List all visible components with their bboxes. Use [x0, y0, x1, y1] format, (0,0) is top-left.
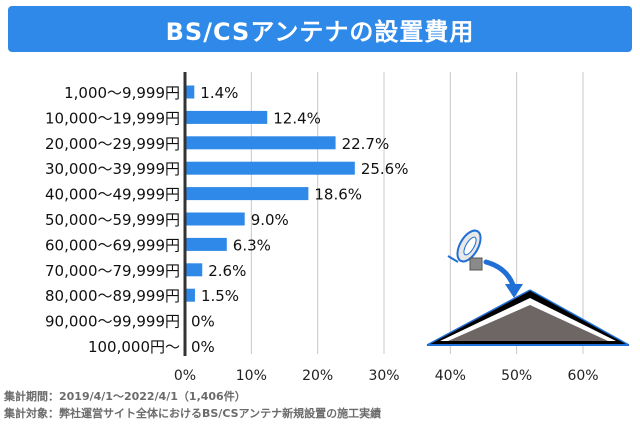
value-label: 25.6%	[361, 160, 409, 178]
value-label: 6.3%	[233, 236, 271, 254]
bar	[185, 187, 309, 201]
category-label: 50,000〜59,999円	[45, 211, 180, 229]
category-label: 60,000〜69,999円	[45, 236, 180, 254]
value-label: 1.4%	[200, 84, 238, 102]
satellite-dish-on-roof-icon	[426, 229, 630, 346]
value-label: 0%	[191, 313, 215, 331]
category-label: 80,000〜89,999円	[45, 287, 180, 305]
value-label: 18.6%	[314, 186, 362, 204]
page-title: BS/CSアンテナの設置費用	[165, 17, 475, 46]
bar	[185, 85, 195, 99]
bar	[185, 212, 245, 226]
value-label: 9.0%	[251, 211, 289, 229]
value-label: 2.6%	[208, 262, 246, 280]
footer-scope: 集計対象：弊社運営サイト全体におけるBS/CSアンテナ新規設置の施工実績	[4, 407, 382, 420]
category-label: 100,000円〜	[88, 338, 180, 356]
x-tick-label: 50%	[501, 368, 532, 384]
x-tick-label: 40%	[435, 368, 466, 384]
bars	[185, 85, 355, 302]
bar	[185, 237, 227, 251]
category-label: 10,000〜19,999円	[45, 109, 180, 127]
category-label: 90,000〜99,999円	[45, 313, 180, 331]
footer-period: 集計期間：2019/4/1〜2022/4/1（1,406件）	[4, 390, 246, 403]
bar	[185, 263, 203, 277]
bar	[185, 288, 195, 302]
x-tick-label: 30%	[368, 368, 399, 384]
bar	[185, 136, 336, 150]
category-label: 40,000〜49,999円	[45, 186, 180, 204]
value-label: 22.7%	[342, 135, 390, 153]
value-labels: 1.4% 12.4% 22.7% 25.6% 18.6% 9.0% 6.3% 2.6% 1.5%…	[191, 84, 408, 356]
category-label: 20,000〜29,999円	[45, 135, 180, 153]
category-label: 1,000〜9,999円	[64, 84, 180, 102]
x-tick-label: 20%	[302, 368, 333, 384]
x-tick-label: 0%	[174, 368, 196, 384]
category-label: 70,000〜79,999円	[45, 262, 180, 280]
footer-notes: 集計期間：2019/4/1〜2022/4/1（1,406件） 集計対象：弊社運営…	[4, 388, 381, 422]
value-label: 1.5%	[201, 287, 239, 305]
x-tick-labels: 0% 10% 20% 30% 40% 50% 60%	[174, 368, 599, 384]
x-tick-label: 10%	[236, 368, 267, 384]
bar	[185, 110, 268, 124]
value-label: 0%	[191, 338, 215, 356]
value-label: 12.4%	[273, 109, 321, 127]
category-labels: 1,000〜9,999円 10,000〜19,999円 20,000〜29,999円…	[45, 84, 180, 356]
title-banner: BS/CSアンテナの設置費用	[8, 6, 632, 52]
bar	[185, 161, 355, 175]
category-label: 30,000〜39,999円	[45, 160, 180, 178]
x-tick-label: 60%	[567, 368, 598, 384]
